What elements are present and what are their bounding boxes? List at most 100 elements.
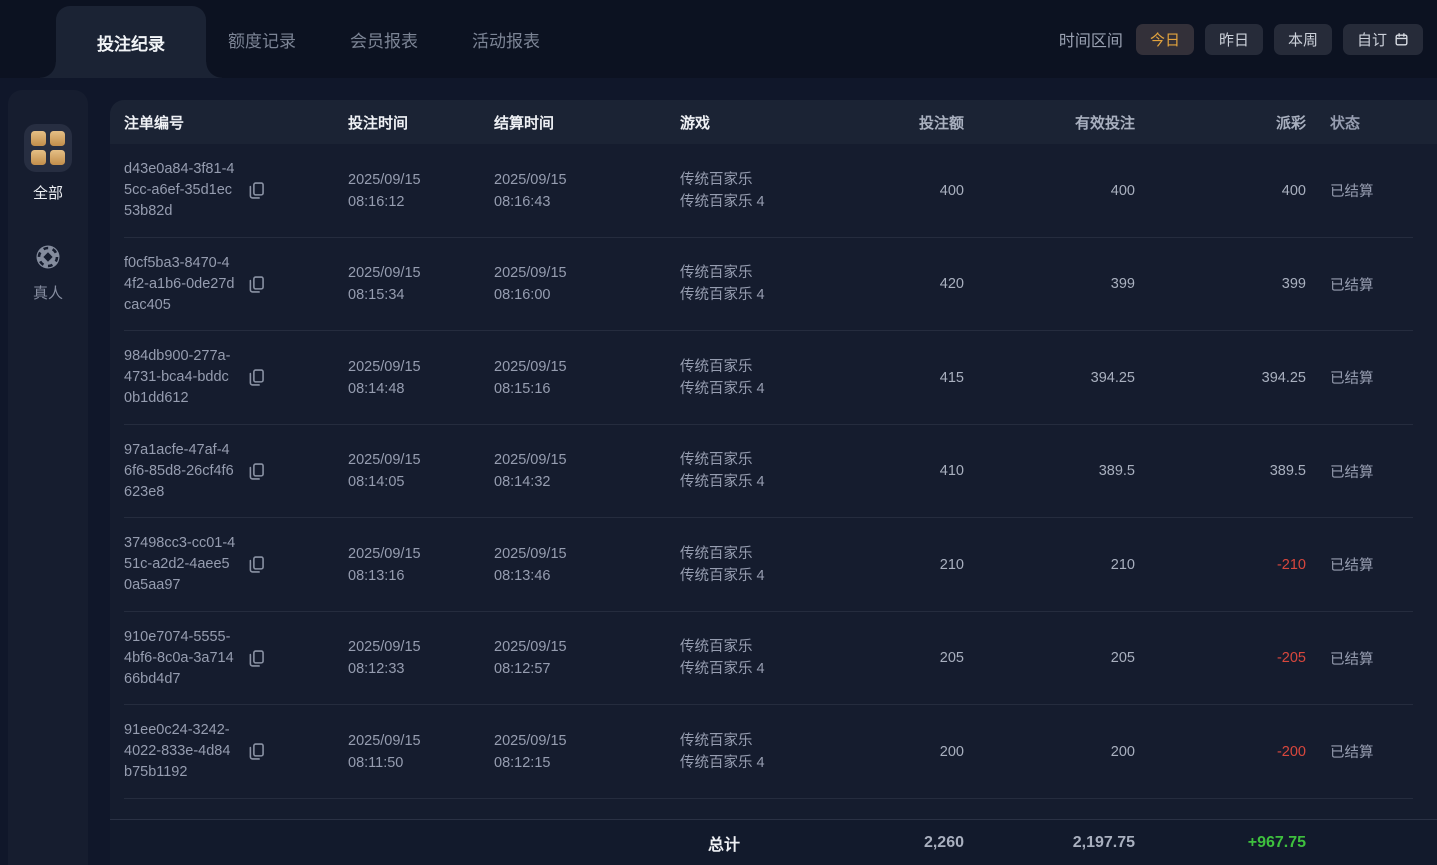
payout-amount: 389.5 (1269, 463, 1306, 480)
col-header-bet-amount: 投注额 (918, 114, 964, 132)
total-valid-bet: 2,197.75 (1072, 833, 1135, 851)
col-header-valid-bet: 有效投注 (1074, 114, 1135, 132)
calendar-icon (1394, 32, 1409, 47)
valid-bet-amount: 389.5 (1098, 463, 1135, 480)
status-badge: 已结算 (1330, 558, 1374, 575)
settle-date: 2025/09/15 (494, 265, 567, 282)
settle-time: 08:14:32 (494, 474, 551, 491)
bet-id: f0cf5ba3-8470-44f2-a1b6-0de27dcac405 (124, 254, 235, 313)
bet-time: 08:12:33 (348, 661, 405, 678)
time-thisweek-button[interactable]: 本周 (1273, 23, 1332, 55)
game-name: 传统百家乐 (680, 358, 753, 375)
bet-time: 08:15:34 (348, 287, 405, 304)
payout-amount: -210 (1276, 556, 1306, 573)
status-badge: 已结算 (1330, 277, 1374, 294)
status-badge: 已结算 (1330, 371, 1374, 388)
bet-amount: 400 (939, 182, 964, 199)
status-badge: 已结算 (1330, 184, 1374, 201)
sidebar-item-live[interactable]: 真人 (33, 243, 63, 303)
bet-amount: 415 (939, 369, 964, 386)
bet-date: 2025/09/15 (348, 732, 421, 749)
col-header-bet-time: 投注时间 (348, 114, 409, 132)
settle-date: 2025/09/15 (494, 452, 567, 469)
tab-bet-records[interactable]: 投注纪录 (40, 6, 222, 78)
bet-date: 2025/09/15 (348, 171, 421, 188)
game-table: 传统百家乐 4 (680, 661, 765, 678)
game-table: 传统百家乐 4 (680, 287, 765, 304)
copy-icon[interactable] (246, 554, 267, 575)
table-footer-row: 总计 2,260 2,197.75 +967.75 (110, 819, 1437, 865)
bet-time: 08:13:16 (348, 567, 405, 584)
bet-amount: 205 (939, 650, 964, 667)
total-payout: +967.75 (1247, 833, 1306, 851)
bet-amount: 420 (939, 276, 964, 293)
copy-icon[interactable] (246, 741, 267, 762)
time-today-button[interactable]: 今日 (1135, 23, 1194, 55)
bet-amount: 210 (939, 556, 964, 573)
tab-activity-report[interactable]: 活动报表 (472, 31, 540, 51)
settle-date: 2025/09/15 (494, 545, 567, 562)
bet-id: d43e0a84-3f81-45cc-a6ef-35d1ec53b82d (124, 161, 235, 220)
tab-member-report[interactable]: 会员报表 (350, 31, 418, 51)
time-range-controls: 时间区间 今日 昨日 本周 自订 (1059, 0, 1423, 78)
time-range-label: 时间区间 (1058, 33, 1123, 50)
status-badge: 已结算 (1330, 464, 1374, 481)
status-badge: 已结算 (1330, 651, 1374, 668)
settle-date: 2025/09/15 (494, 639, 567, 656)
sidebar-item-label: 全部 (32, 185, 63, 202)
bet-date: 2025/09/15 (348, 452, 421, 469)
bet-amount: 410 (939, 463, 964, 480)
valid-bet-amount: 210 (1110, 556, 1135, 573)
valid-bet-amount: 200 (1110, 743, 1135, 760)
bet-time: 08:16:12 (348, 193, 405, 210)
game-table: 传统百家乐 4 (680, 567, 765, 584)
settle-time: 08:16:43 (494, 193, 551, 210)
game-name: 传统百家乐 (680, 732, 753, 749)
copy-icon[interactable] (246, 648, 267, 669)
payout-amount: 399 (1281, 276, 1306, 293)
tab-quota-records[interactable]: 额度记录 (228, 31, 296, 51)
copy-icon[interactable] (246, 367, 267, 388)
col-header-status: 状态 (1330, 114, 1361, 132)
total-label: 总计 (708, 836, 741, 854)
copy-icon[interactable] (246, 274, 267, 295)
bet-amount: 200 (939, 743, 964, 760)
copy-icon[interactable] (246, 180, 267, 201)
game-name: 传统百家乐 (680, 171, 753, 188)
game-name: 传统百家乐 (680, 639, 753, 656)
game-table: 传统百家乐 4 (680, 380, 765, 397)
sidebar-item-all[interactable]: 全部 (24, 124, 72, 203)
top-bar: 投注纪录 额度记录 会员报表 活动报表 时间区间 今日 昨日 本周 自订 (0, 0, 1437, 78)
chip-icon (34, 243, 62, 271)
table-body: d43e0a84-3f81-45cc-a6ef-35d1ec53b82d 202… (110, 144, 1437, 799)
bet-id: 37498cc3-cc01-451c-a2d2-4aee50a5aa97 (124, 535, 236, 594)
time-yesterday-button[interactable]: 昨日 (1204, 23, 1263, 55)
time-custom-button[interactable]: 自订 (1342, 23, 1423, 55)
settle-time: 08:16:00 (494, 287, 551, 304)
payout-amount: -200 (1276, 743, 1306, 760)
settle-date: 2025/09/15 (494, 732, 567, 749)
bet-id: 91ee0c24-3242-4022-833e-4d84b75b1192 (124, 722, 231, 781)
valid-bet-amount: 400 (1110, 182, 1135, 199)
table-row: 984db900-277a-4731-bca4-bddc0b1dd612 202… (110, 331, 1437, 425)
game-table: 传统百家乐 4 (680, 193, 765, 210)
bet-date: 2025/09/15 (348, 545, 421, 562)
game-name: 传统百家乐 (680, 265, 753, 282)
game-table: 传统百家乐 4 (680, 474, 765, 491)
copy-icon[interactable] (246, 461, 267, 482)
table-row: d43e0a84-3f81-45cc-a6ef-35d1ec53b82d 202… (110, 144, 1437, 238)
tab-list: 额度记录 会员报表 活动报表 (228, 0, 540, 78)
bet-date: 2025/09/15 (348, 265, 421, 282)
valid-bet-amount: 394.25 (1090, 369, 1135, 386)
game-name: 传统百家乐 (680, 545, 753, 562)
bet-records-table: 注单编号 投注时间 结算时间 游戏 投注额 有效投注 派彩 状态 d43e0a8… (110, 100, 1437, 865)
settle-date: 2025/09/15 (494, 171, 567, 188)
bet-id: 910e7074-5555-4bf6-8c0a-3a71466bd4d7 (124, 628, 234, 687)
table-header-row: 注单编号 投注时间 结算时间 游戏 投注额 有效投注 派彩 状态 (110, 100, 1437, 144)
bet-time: 08:14:05 (348, 474, 405, 491)
col-header-settle-time: 结算时间 (494, 114, 555, 132)
payout-amount: 400 (1281, 182, 1306, 199)
table-row: 91ee0c24-3242-4022-833e-4d84b75b1192 202… (110, 705, 1437, 799)
table-row: 910e7074-5555-4bf6-8c0a-3a71466bd4d7 202… (110, 612, 1437, 706)
game-name: 传统百家乐 (680, 452, 753, 469)
